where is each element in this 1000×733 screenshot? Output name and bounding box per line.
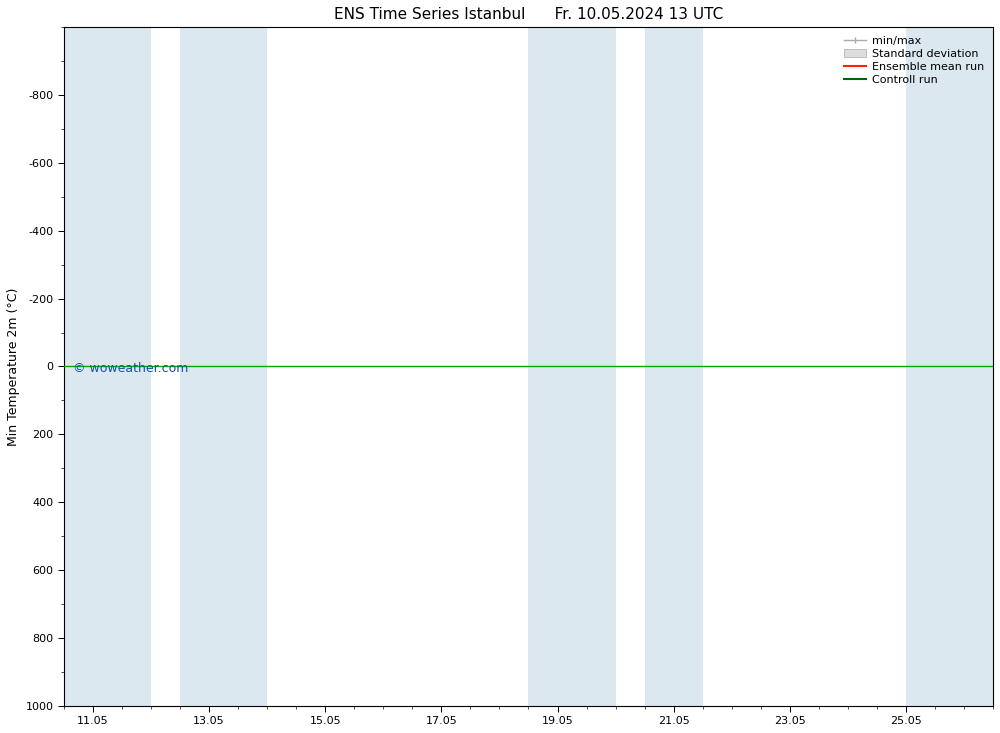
Bar — [906, 27, 993, 706]
Bar — [528, 27, 616, 706]
Bar — [64, 27, 151, 706]
Bar — [180, 27, 267, 706]
Bar — [645, 27, 703, 706]
Text: © woweather.com: © woweather.com — [73, 362, 189, 375]
Y-axis label: Min Temperature 2m (°C): Min Temperature 2m (°C) — [7, 287, 20, 446]
Legend: min/max, Standard deviation, Ensemble mean run, Controll run: min/max, Standard deviation, Ensemble me… — [841, 33, 988, 88]
Title: ENS Time Series Istanbul      Fr. 10.05.2024 13 UTC: ENS Time Series Istanbul Fr. 10.05.2024 … — [334, 7, 723, 22]
